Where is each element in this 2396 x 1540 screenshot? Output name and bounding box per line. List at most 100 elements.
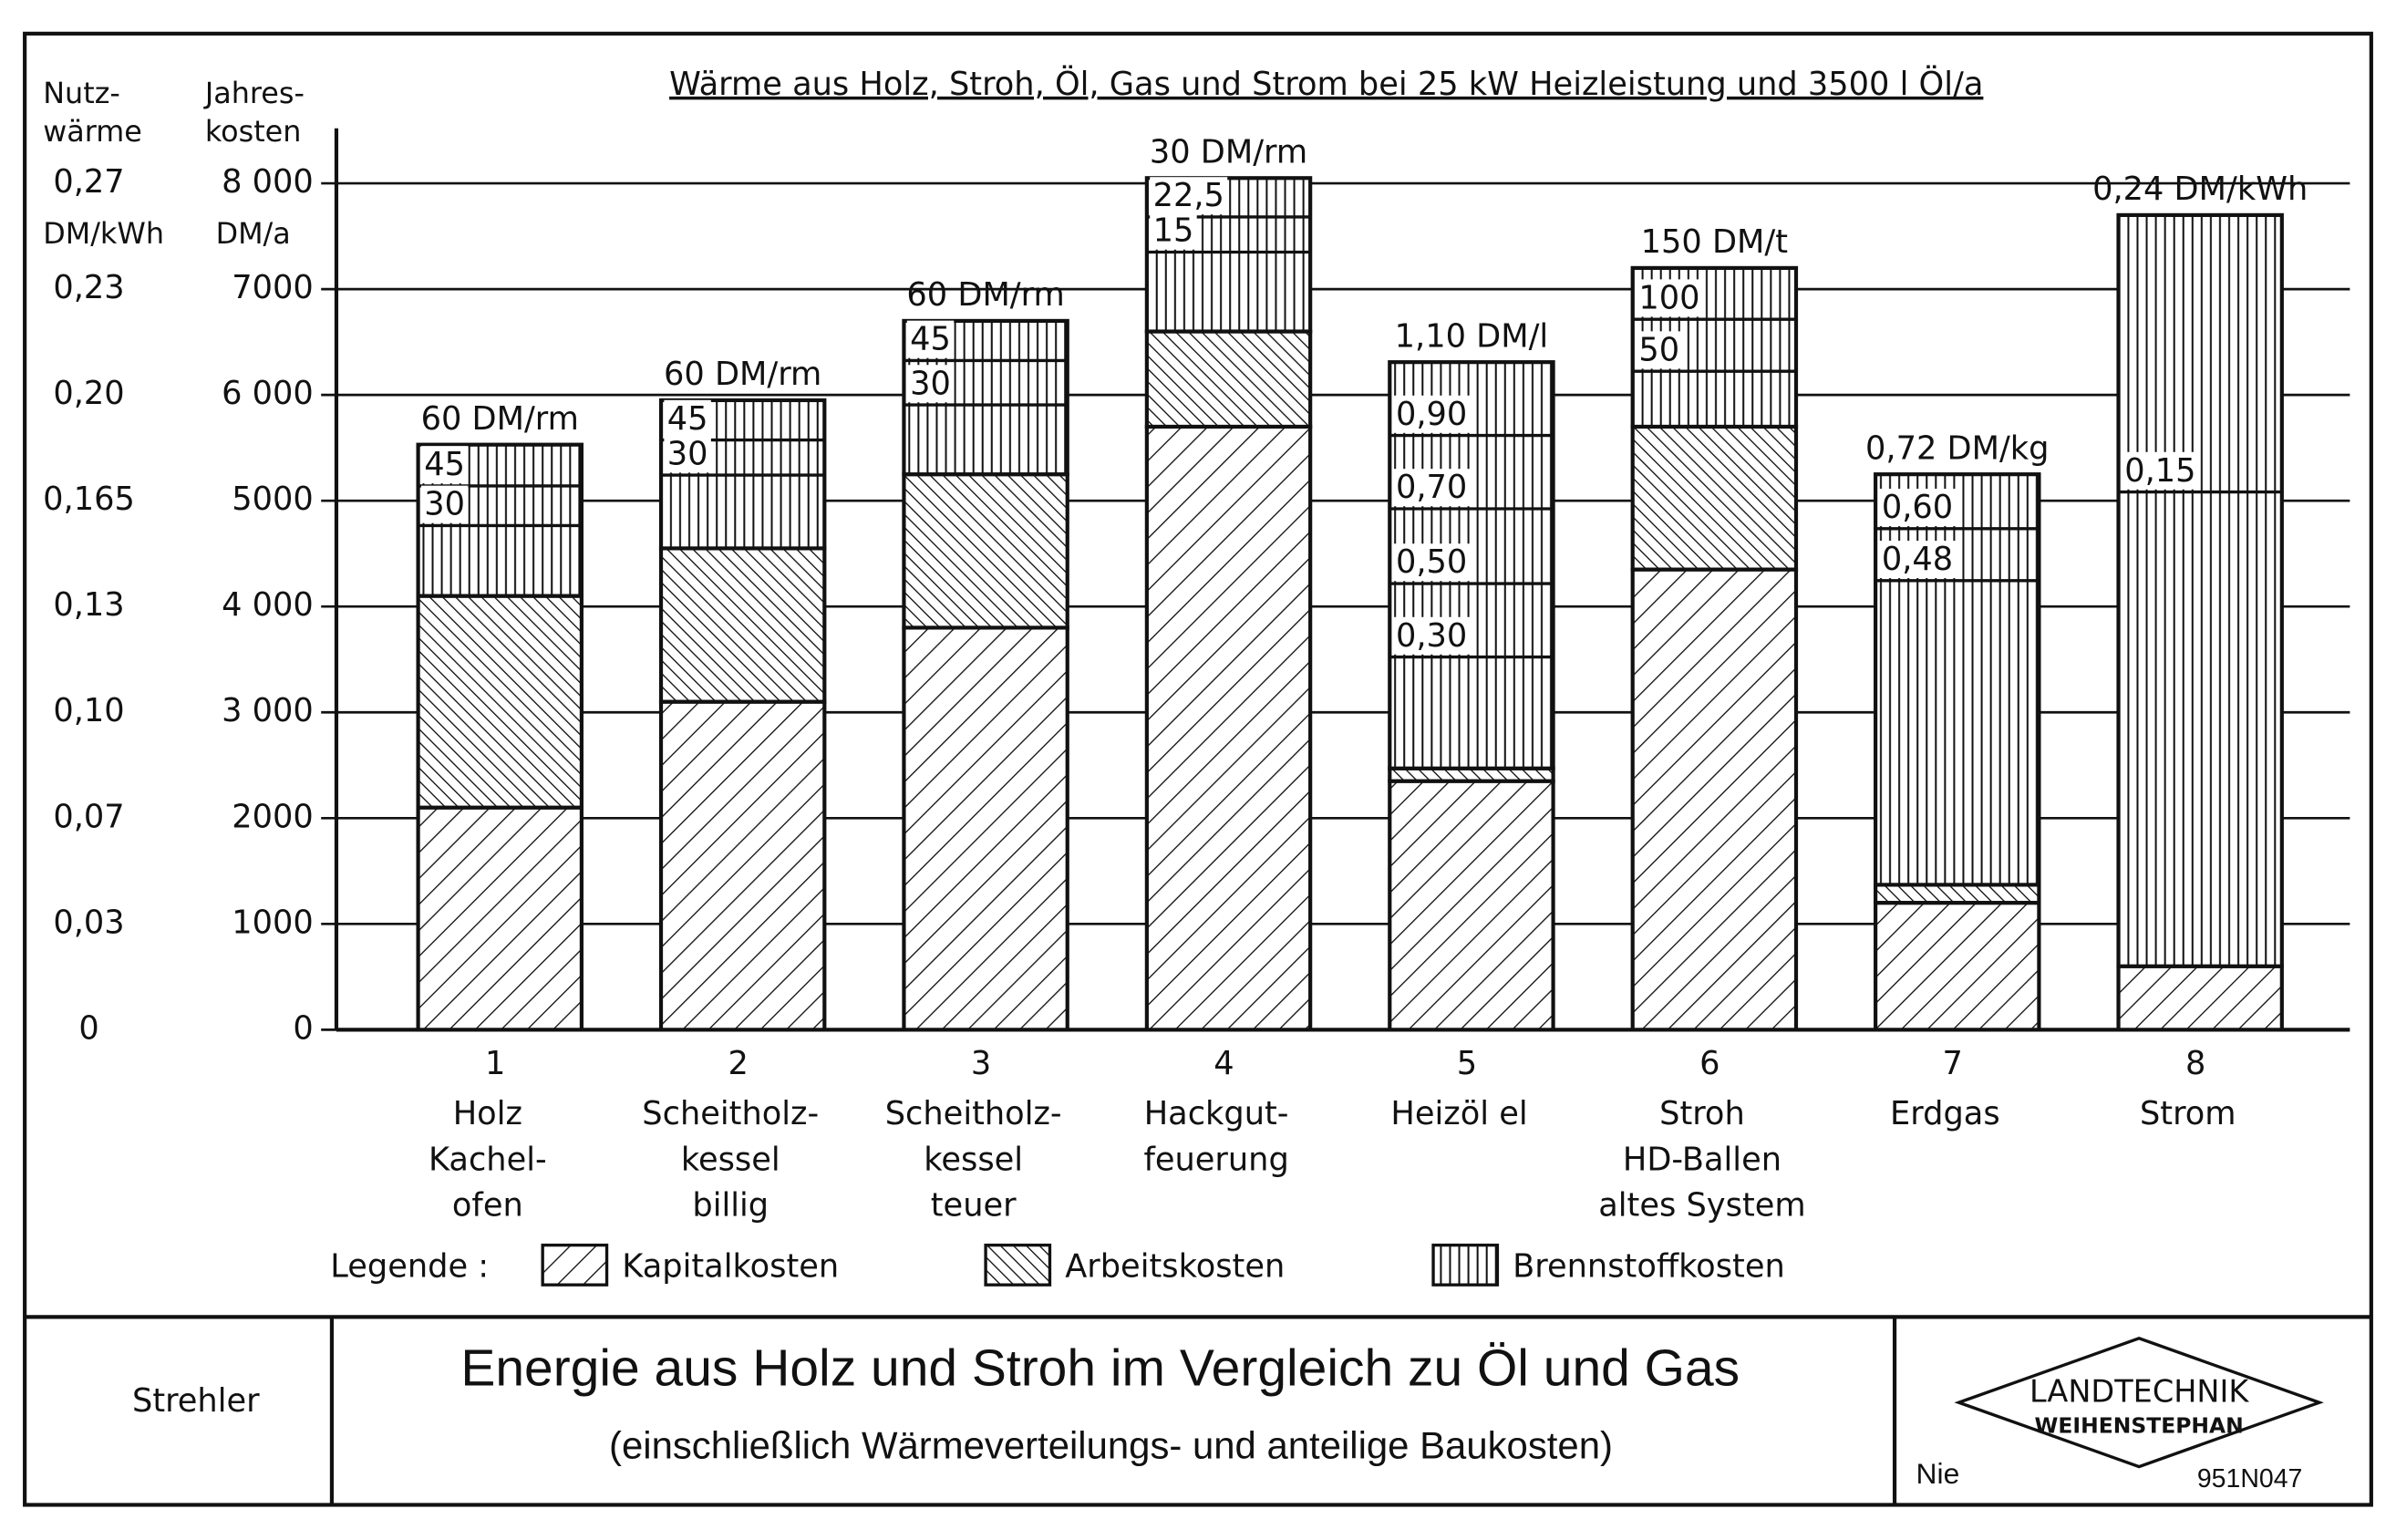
- x-tick-label: 5: [1457, 1045, 1477, 1082]
- y2-tick-label: 0,07: [53, 798, 124, 835]
- price-label-bg: [1392, 395, 1471, 433]
- price-label: 0,50: [1396, 543, 1467, 581]
- x-category-label: Scheitholz-: [642, 1095, 819, 1132]
- price-label: 30: [910, 365, 951, 402]
- y-tick-label: 3 000: [222, 692, 314, 729]
- y-tick-label: 7000: [232, 269, 314, 306]
- footer-subtitle: (einschließlich Wärmeverteilungs- und an…: [609, 1424, 1613, 1467]
- bar-segment: [1144, 424, 1313, 1032]
- price-label-bg: [664, 399, 711, 438]
- bar-segment: [658, 546, 827, 704]
- legend-swatch: [984, 1243, 1052, 1287]
- price-label: 30: [667, 435, 708, 472]
- y-axis-label: Jahres-: [203, 76, 305, 110]
- bar-segment: [1630, 424, 1799, 572]
- logo-text: LANDTECHNIK: [2029, 1374, 2249, 1410]
- price-label: 0,30: [1396, 617, 1467, 655]
- bar-top-label: 150 DM/t: [1641, 223, 1788, 261]
- price-label: 22,5: [1153, 177, 1224, 214]
- y-axis-label: kosten: [205, 114, 302, 149]
- y-tick-label: 8 000: [222, 163, 314, 201]
- x-category-label: HD-Ballen: [1623, 1141, 1782, 1178]
- footer-title: Energie aus Holz und Stroh im Vergleich …: [460, 1339, 1740, 1398]
- bar-segment: [2116, 212, 2284, 968]
- price-label-bg: [1150, 212, 1197, 250]
- legend-swatch: [541, 1243, 609, 1287]
- x-category-label: Erdgas: [1890, 1095, 2000, 1132]
- x-category-label: Hackgut-: [1144, 1095, 1289, 1132]
- price-label: 100: [1638, 279, 1699, 316]
- bar-segment: [1874, 901, 2041, 1032]
- x-category-label: Stroh: [1659, 1095, 1745, 1132]
- price-label-bg: [1636, 331, 1683, 369]
- y-tick-label: 2000: [232, 798, 314, 835]
- bar-top-label: 60 DM/rm: [906, 276, 1064, 314]
- price-label: 0,15: [2124, 452, 2195, 490]
- y2-tick-label: 0,23: [53, 269, 124, 306]
- y2-tick-label: 0,165: [43, 481, 135, 518]
- price-label: 0,48: [1882, 541, 1953, 578]
- y2-tick-label: 0,10: [53, 692, 124, 729]
- y2-tick-label: 0,20: [53, 375, 124, 412]
- y-tick-label: 0: [293, 1009, 313, 1047]
- bar-top-label: 1,10 DM/l: [1395, 317, 1549, 355]
- y2-tick-label: 0: [78, 1009, 98, 1047]
- price-label-bg: [420, 485, 469, 523]
- price-label-bg: [1878, 489, 1957, 527]
- price-label-bg: [2121, 451, 2199, 490]
- y2-axis-label: Nutz-: [43, 76, 120, 110]
- frame: [23, 31, 2373, 1507]
- x-category-label: kessel: [924, 1141, 1023, 1178]
- bar-segment: [1630, 567, 1799, 1032]
- y-tick-label: 1000: [232, 904, 314, 941]
- x-category-label: kessel: [681, 1141, 780, 1178]
- price-label-bg: [1150, 177, 1228, 215]
- y2-axis-label: DM/kWh: [43, 216, 164, 251]
- price-label-bg: [1392, 543, 1471, 582]
- legend-label: Kapitalkosten: [622, 1248, 839, 1286]
- x-tick-label: 3: [971, 1045, 991, 1082]
- x-tick-label: 8: [2185, 1045, 2205, 1082]
- bar-segment: [902, 625, 1069, 1032]
- x-category-label: Scheitholz-: [885, 1095, 1062, 1132]
- x-category-label: Kachel-: [429, 1141, 547, 1178]
- x-category-label: altes System: [1598, 1187, 1805, 1225]
- price-label: 45: [667, 400, 708, 438]
- x-category-label: feuerung: [1143, 1141, 1288, 1178]
- footer-code: 951N047: [2197, 1464, 2303, 1493]
- chart-title: Wärme aus Holz, Stroh, Öl, Gas und Strom…: [669, 65, 1983, 103]
- price-label-bg: [1636, 279, 1703, 317]
- price-label-bg: [1392, 469, 1471, 507]
- bar-top-label: 60 DM/rm: [421, 400, 579, 438]
- bar-segment: [1388, 779, 1555, 1032]
- logo-text: WEIHENSTEPHAN: [2035, 1413, 2244, 1439]
- bar-top-label: 60 DM/rm: [664, 356, 821, 393]
- y-tick-label: 5000: [232, 481, 314, 518]
- x-tick-label: 6: [1699, 1045, 1720, 1082]
- price-label-bg: [664, 435, 711, 473]
- logo-frame: [1954, 1337, 2324, 1469]
- price-label: 0,90: [1396, 396, 1467, 433]
- bar-segment: [1144, 329, 1313, 429]
- bar-segment: [1874, 472, 2041, 887]
- x-category-label: billig: [692, 1187, 769, 1225]
- price-label: 0,60: [1882, 489, 1953, 526]
- y2-axis-label: wärme: [43, 114, 142, 149]
- legend-label: Arbeitskosten: [1065, 1248, 1285, 1286]
- footer-initials: Nie: [1916, 1457, 1960, 1490]
- y-tick-label: 4 000: [222, 586, 314, 624]
- y2-tick-label: 0,03: [53, 904, 124, 941]
- bar-top-label: 0,72 DM/kg: [1865, 429, 2049, 467]
- footer-author: Strehler: [132, 1382, 260, 1420]
- legend-label: Brennstoffkosten: [1513, 1248, 1785, 1286]
- price-label: 30: [424, 486, 465, 523]
- bar-segment: [416, 594, 584, 810]
- x-category-label: Holz: [453, 1095, 522, 1132]
- x-category-label: Strom: [2140, 1095, 2236, 1132]
- bar-segment: [902, 472, 1069, 630]
- y-tick-label: 6 000: [222, 375, 314, 412]
- legend-swatch: [1431, 1243, 1500, 1287]
- price-label-bg: [420, 446, 469, 484]
- x-tick-label: 2: [728, 1045, 748, 1082]
